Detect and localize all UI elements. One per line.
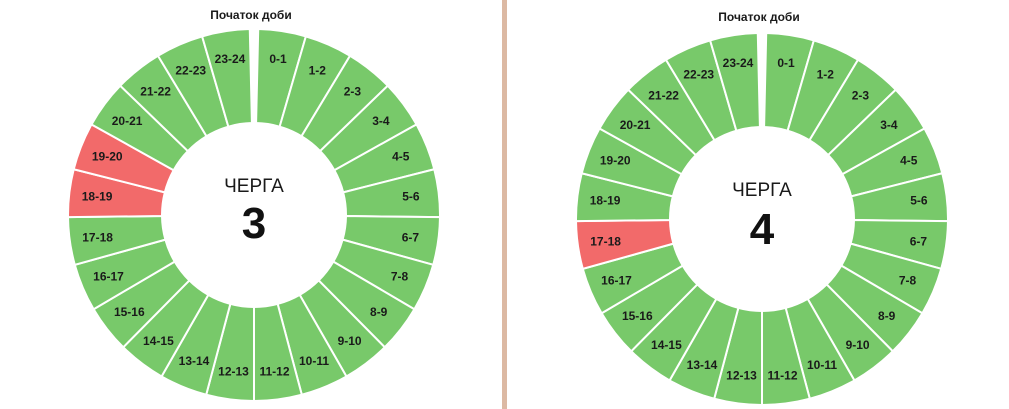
hour-label-14-15: 14-15 <box>143 334 174 348</box>
hour-label-22-23: 22-23 <box>683 67 714 81</box>
hour-label-0-1: 0-1 <box>269 52 287 66</box>
hour-label-13-14: 13-14 <box>687 358 718 372</box>
hour-label-6-7: 6-7 <box>402 230 420 244</box>
hour-label-9-10: 9-10 <box>846 338 870 352</box>
hour-label-10-11: 10-11 <box>807 358 837 372</box>
hour-label-19-20: 19-20 <box>600 154 631 168</box>
hour-label-20-21: 20-21 <box>620 118 651 132</box>
hour-label-23-24: 23-24 <box>723 56 754 70</box>
hour-label-18-19: 18-19 <box>82 189 113 203</box>
hour-label-4-5: 4-5 <box>900 154 918 168</box>
hour-label-10-11: 10-11 <box>299 354 329 368</box>
queue-3-donut-chart: Початок доби 0-1 1-2 2-3 3-4 4-5 5-6 6-7 7-8 8-9… <box>67 8 441 403</box>
hour-label-17-18: 17-18 <box>590 234 621 248</box>
hour-label-8-9: 8-9 <box>370 305 388 319</box>
queue-title: ЧЕРГА <box>224 176 284 197</box>
queue-number: 4 <box>750 205 775 254</box>
hour-label-2-3: 2-3 <box>852 88 870 102</box>
hour-label-0-1: 0-1 <box>777 56 795 70</box>
hour-label-11-12: 11-12 <box>767 369 797 383</box>
hour-label-2-3: 2-3 <box>344 84 362 98</box>
hour-label-3-4: 3-4 <box>372 114 390 128</box>
hour-label-15-16: 15-16 <box>622 309 653 323</box>
hour-label-1-2: 1-2 <box>309 63 327 77</box>
hour-label-16-17: 16-17 <box>93 270 124 284</box>
queue-4-donut-chart: Початок доби 0-1 1-2 2-3 3-4 4-5 5-6 6-7 7-8 8-9… <box>575 10 949 407</box>
hour-label-21-22: 21-22 <box>648 88 679 102</box>
queue-3-panel: Початок доби 0-1 1-2 2-3 3-4 4-5 5-6 6-7 7-8 8-9… <box>0 0 504 409</box>
hour-label-5-6: 5-6 <box>910 193 928 207</box>
hour-label-1-2: 1-2 <box>817 67 835 81</box>
hour-label-19-20: 19-20 <box>92 150 123 164</box>
hour-label-8-9: 8-9 <box>878 309 896 323</box>
queue-4-panel: Початок доби 0-1 1-2 2-3 3-4 4-5 5-6 6-7 7-8 8-9… <box>505 0 1009 409</box>
hour-label-14-15: 14-15 <box>651 338 682 352</box>
day-start-label: Початок доби <box>210 8 291 22</box>
day-start-label: Початок доби <box>718 10 799 24</box>
hour-label-5-6: 5-6 <box>402 189 420 203</box>
queue-number: 3 <box>242 199 266 248</box>
hour-slice-23-24 <box>200 28 253 128</box>
hour-label-12-13: 12-13 <box>218 365 249 379</box>
hour-label-17-18: 17-18 <box>82 230 113 244</box>
hour-label-18-19: 18-19 <box>590 193 621 207</box>
hour-label-20-21: 20-21 <box>112 114 143 128</box>
hour-label-16-17: 16-17 <box>601 274 632 288</box>
hour-label-22-23: 22-23 <box>175 63 206 77</box>
hour-label-3-4: 3-4 <box>880 118 898 132</box>
hour-label-6-7: 6-7 <box>910 234 928 248</box>
hour-label-7-8: 7-8 <box>391 270 409 284</box>
hour-label-9-10: 9-10 <box>338 334 362 348</box>
panel-divider <box>502 0 507 409</box>
hour-label-15-16: 15-16 <box>114 305 145 319</box>
hour-label-23-24: 23-24 <box>215 52 246 66</box>
hour-label-12-13: 12-13 <box>726 369 757 383</box>
queue-title: ЧЕРГА <box>732 180 792 201</box>
hour-label-4-5: 4-5 <box>392 150 410 164</box>
hour-label-21-22: 21-22 <box>140 84 171 98</box>
hour-slice-23-24 <box>708 32 761 132</box>
hour-label-7-8: 7-8 <box>899 274 917 288</box>
hour-label-13-14: 13-14 <box>179 354 210 368</box>
hour-label-11-12: 11-12 <box>259 365 289 379</box>
